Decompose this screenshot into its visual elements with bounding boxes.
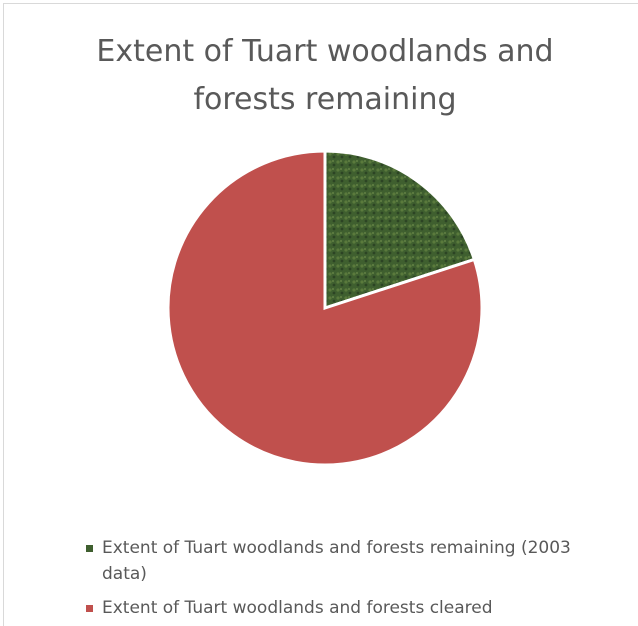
chart-border [3,3,638,626]
legend-entry: Extent of Tuart woodlands and forests cl… [82,595,582,621]
legend: Extent of Tuart woodlands and forests re… [82,535,582,626]
legend-label: Extent of Tuart woodlands and forests re… [102,538,571,584]
pie-slice [323,149,477,311]
legend-swatch [86,605,93,612]
pie-slice [166,149,484,467]
legend-entry: Extent of Tuart woodlands and forests re… [82,535,582,587]
chart-title: Extent of Tuart woodlands and forests re… [96,34,554,117]
legend-label: Extent of Tuart woodlands and forests cl… [102,598,493,618]
legend-swatch [86,545,93,552]
